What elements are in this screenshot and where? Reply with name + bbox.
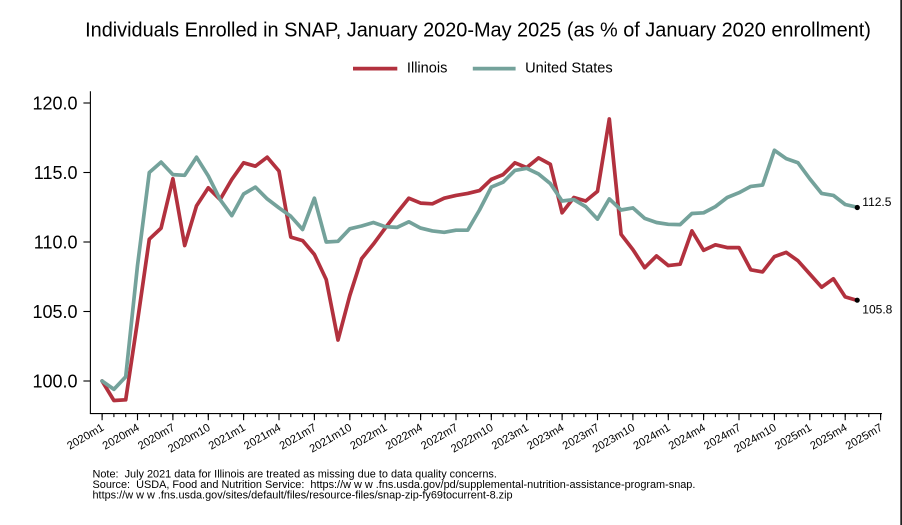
svg-text:105.8: 105.8 — [862, 302, 892, 316]
svg-text:100.0: 100.0 — [32, 371, 77, 391]
svg-text:Note: July 2021 data for Illi: Note: July 2021 data for Illinois are tr… — [93, 469, 497, 481]
svg-text:Source: USDA, Food and Nutrit: Source: USDA, Food and Nutrition Service… — [93, 479, 696, 491]
svg-text:105.0: 105.0 — [32, 302, 77, 322]
svg-text:https://w w w .fns.usda.gov/si: https://w w w .fns.usda.gov/sites/defaul… — [93, 490, 513, 502]
svg-text:110.0: 110.0 — [34, 232, 78, 252]
svg-text:120.0: 120.0 — [32, 93, 77, 113]
svg-text:United States: United States — [525, 61, 613, 77]
svg-text:115.0: 115.0 — [34, 163, 78, 183]
svg-text:Illinois: Illinois — [407, 61, 448, 77]
svg-text:Individuals Enrolled in SNAP,: Individuals Enrolled in SNAP, January 20… — [85, 20, 871, 42]
svg-text:112.5: 112.5 — [862, 195, 891, 209]
